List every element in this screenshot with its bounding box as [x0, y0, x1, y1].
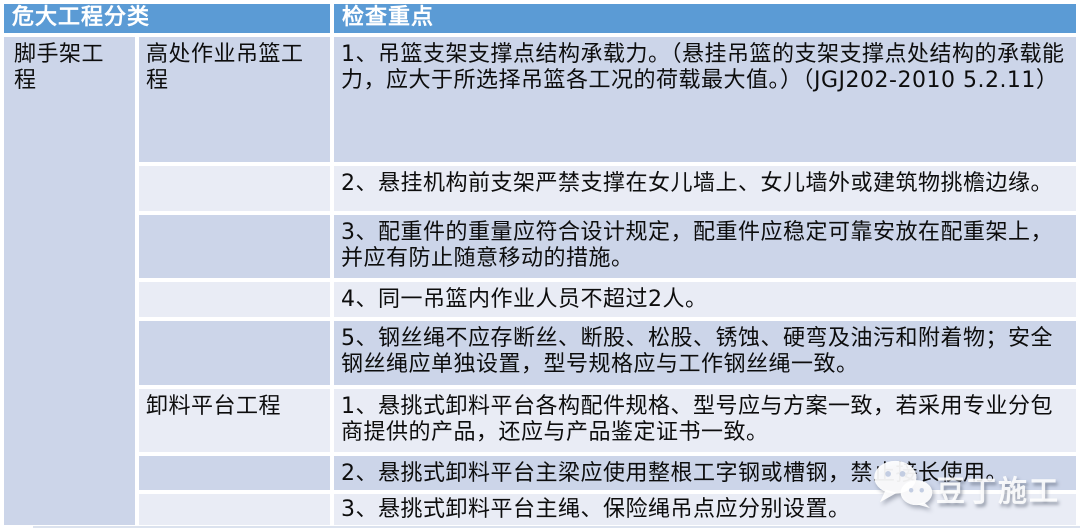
bottom-divider	[33, 526, 1080, 528]
focus-cell-2: 2、悬挂机构前支架严禁支撑在女儿墙上、女儿墙外或建筑物挑檐边缘。	[334, 166, 1077, 211]
table-row: 3、悬挑式卸料平台主绳、保险绳吊点应分别设置。	[4, 494, 1077, 525]
table-row: 脚手架工程 高处作业吊篮工程 1、吊篮支架支撑点结构承载力。（悬挂吊篮的支架支撑…	[4, 37, 1077, 525]
table-row: 2、悬挂机构前支架严禁支撑在女儿墙上、女儿墙外或建筑物挑檐边缘。	[4, 166, 1077, 211]
subcategory-cell-empty	[139, 456, 331, 490]
table-header-row: 危大工程分类 检查重点	[4, 4, 1077, 33]
focus-cell-3: 3、配重件的重量应符合设计规定，配重件应稳定可靠安放在配重架上，并应有防止随意移…	[334, 215, 1077, 278]
table-row: 3、配重件的重量应符合设计规定，配重件应稳定可靠安放在配重架上，并应有防止随意移…	[4, 215, 1077, 278]
table-row: 2、悬挑式卸料平台主梁应使用整根工字钢或槽钢，禁止接长使用。	[4, 456, 1077, 490]
subcategory-cell-gondola: 高处作业吊篮工程	[139, 37, 331, 162]
focus-cell-1: 1、吊篮支架支撑点结构承载力。（悬挂吊篮的支架支撑点处结构的承载能力，应大于所选…	[334, 37, 1077, 162]
table-row: 卸料平台工程 1、悬挑式卸料平台各构配件规格、型号应与方案一致，若采用专业分包商…	[4, 389, 1077, 452]
category-cell-scaffolding: 脚手架工程	[4, 37, 135, 525]
focus-cell-5: 5、钢丝绳不应存断丝、断股、松股、锈蚀、硬弯及油污和附着物；安全钢丝绳应单独设置…	[334, 321, 1077, 385]
subcategory-cell-empty	[139, 282, 331, 317]
header-classification: 危大工程分类	[4, 4, 331, 33]
header-focus: 检查重点	[334, 4, 1077, 33]
focus-cell-4: 4、同一吊篮内作业人员不超过2人。	[334, 282, 1077, 317]
subcategory-cell-empty	[139, 166, 331, 211]
focus-cell-6: 1、悬挑式卸料平台各构配件规格、型号应与方案一致，若采用专业分包商提供的产品，还…	[334, 389, 1077, 452]
subcategory-cell-empty	[139, 321, 331, 385]
focus-cell-8: 3、悬挑式卸料平台主绳、保险绳吊点应分别设置。	[334, 494, 1077, 525]
focus-cell-7: 2、悬挑式卸料平台主梁应使用整根工字钢或槽钢，禁止接长使用。	[334, 456, 1077, 490]
subcategory-cell-unloading-platform: 卸料平台工程	[139, 389, 331, 452]
subcategory-cell-empty	[139, 215, 331, 278]
table-row: 5、钢丝绳不应存断丝、断股、松股、锈蚀、硬弯及油污和附着物；安全钢丝绳应单独设置…	[4, 321, 1077, 385]
subcategory-cell-empty	[139, 494, 331, 525]
table-row: 4、同一吊篮内作业人员不超过2人。	[4, 282, 1077, 317]
